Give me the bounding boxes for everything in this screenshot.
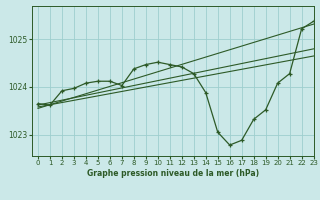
X-axis label: Graphe pression niveau de la mer (hPa): Graphe pression niveau de la mer (hPa) (87, 169, 259, 178)
